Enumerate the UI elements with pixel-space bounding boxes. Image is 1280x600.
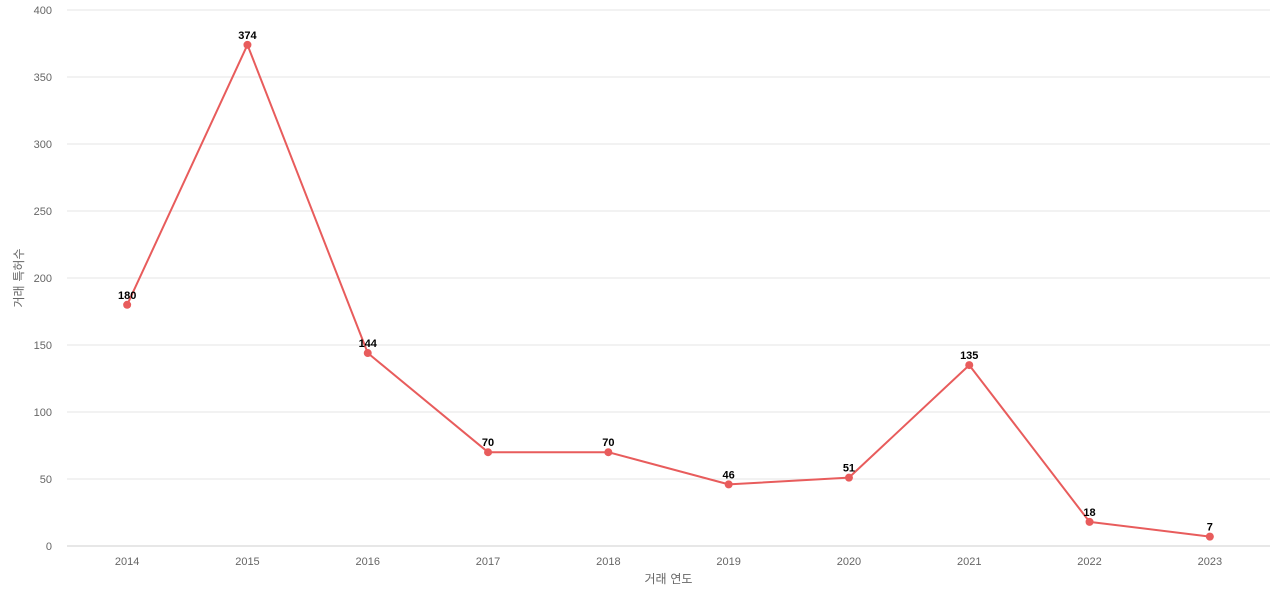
data-point[interactable]: [844, 473, 853, 482]
x-axis-ticks: 2014 2015 2016 2017 2018 2019 2020 2021 2022 2023: [115, 556, 1222, 568]
data-label: 180: [118, 290, 136, 302]
data-point[interactable]: [484, 448, 493, 457]
data-point[interactable]: [243, 40, 252, 49]
x-tick-label: 2014: [115, 556, 139, 568]
x-tick-label: 2017: [476, 556, 500, 568]
data-label: 51: [843, 463, 855, 475]
x-tick-label: 2018: [596, 556, 620, 568]
data-label: 374: [238, 30, 257, 42]
x-tick-label: 2015: [235, 556, 259, 568]
data-point[interactable]: [604, 448, 613, 457]
data-label: 135: [960, 350, 978, 362]
data-point[interactable]: [1085, 517, 1094, 526]
data-label: 7: [1207, 522, 1213, 534]
data-point[interactable]: [363, 349, 372, 358]
y-tick-label: 400: [34, 5, 52, 17]
x-tick-label: 2019: [716, 556, 740, 568]
data-point[interactable]: [965, 361, 974, 370]
data-label: 70: [602, 437, 614, 449]
x-tick-label: 2022: [1077, 556, 1101, 568]
y-tick-label: 50: [40, 474, 52, 486]
data-point[interactable]: [1205, 532, 1214, 541]
data-labels: 180 374 144 70 70 46 51 135 18 7: [118, 30, 1213, 534]
y-tick-label: 0: [46, 541, 52, 553]
data-label: 144: [359, 338, 378, 350]
x-tick-label: 2021: [957, 556, 981, 568]
y-tick-label: 300: [34, 139, 52, 151]
x-tick-label: 2020: [837, 556, 861, 568]
data-points: [123, 40, 1214, 541]
data-label: 18: [1083, 507, 1095, 519]
x-tick-label: 2023: [1198, 556, 1222, 568]
data-label: 46: [723, 469, 735, 481]
y-tick-label: 150: [34, 340, 52, 352]
y-axis-ticks: 0 50 100 150 200 250 300 350 400: [34, 5, 52, 553]
y-axis-title: 거래 특허수: [12, 248, 26, 307]
y-tick-label: 200: [34, 273, 52, 285]
x-tick-label: 2016: [356, 556, 380, 568]
series-line: [126, 43, 1210, 538]
data-point[interactable]: [724, 480, 733, 489]
data-label: 70: [482, 437, 494, 449]
data-point[interactable]: [123, 300, 132, 309]
y-tick-label: 250: [34, 206, 52, 218]
gridlines: [67, 9, 1270, 480]
y-tick-label: 100: [34, 407, 52, 419]
y-tick-label: 350: [34, 72, 52, 84]
x-axis-title: 거래 연도: [645, 572, 693, 586]
